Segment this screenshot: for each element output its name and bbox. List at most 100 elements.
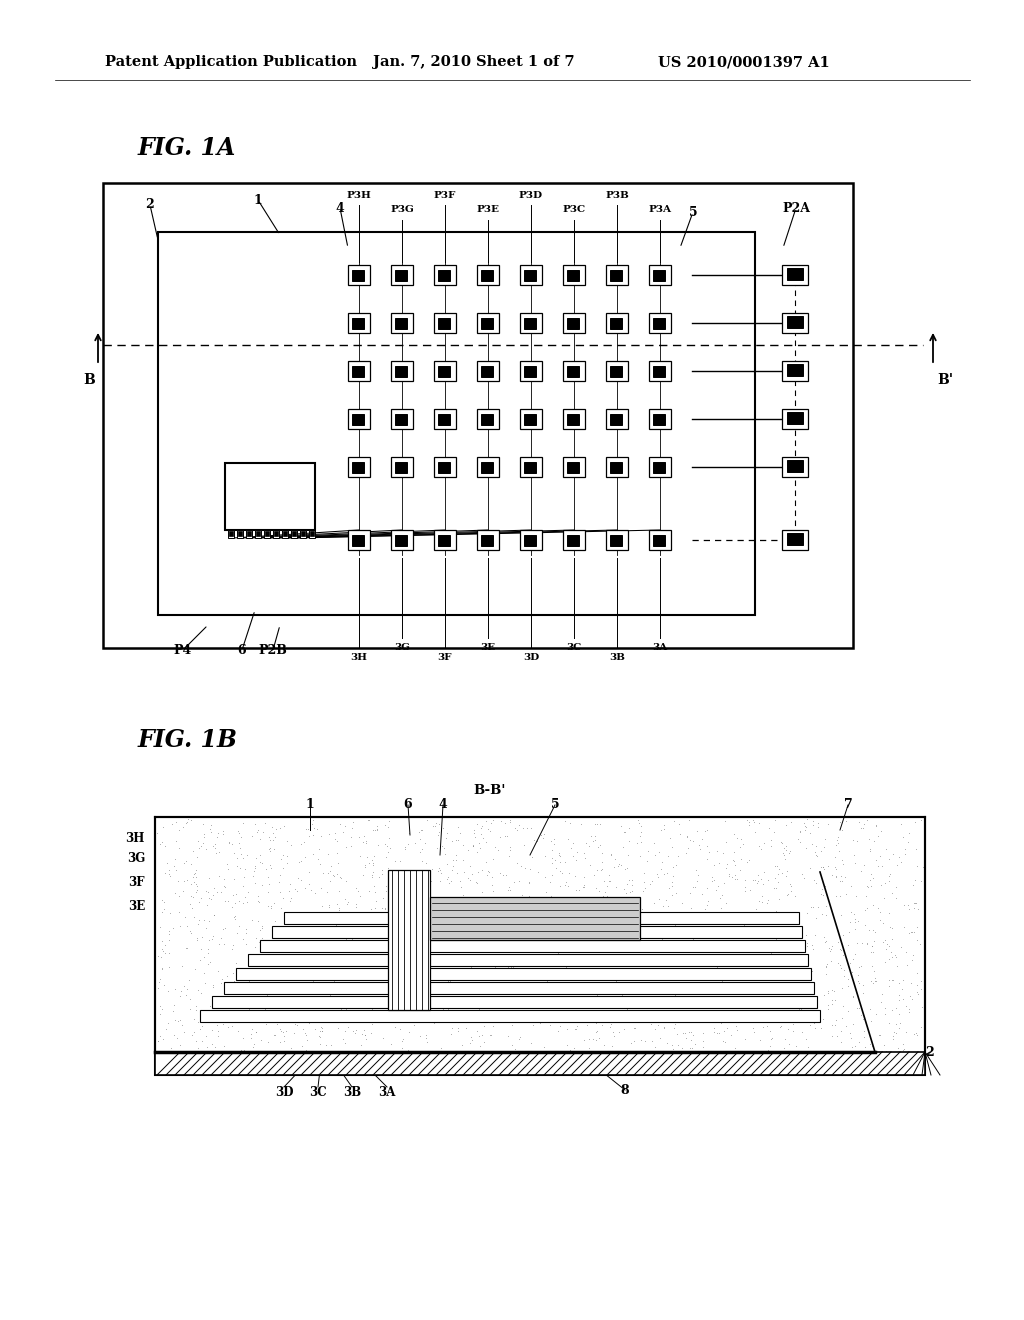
Point <box>643 1014 659 1035</box>
Point <box>504 915 520 936</box>
Point <box>272 995 289 1016</box>
Point <box>665 857 681 878</box>
Bar <box>610 271 622 281</box>
Point <box>500 989 516 1010</box>
Point <box>807 924 823 945</box>
Point <box>835 944 851 965</box>
Point <box>455 836 471 857</box>
Point <box>603 1014 620 1035</box>
Point <box>163 1038 179 1059</box>
Bar <box>348 313 370 333</box>
Point <box>884 969 900 990</box>
Point <box>782 981 799 1002</box>
Point <box>503 957 519 978</box>
Point <box>632 1051 648 1072</box>
Point <box>326 997 342 1018</box>
Point <box>672 1051 688 1072</box>
Point <box>261 829 278 850</box>
Point <box>543 830 559 851</box>
Point <box>447 979 464 1001</box>
Point <box>837 866 853 887</box>
Point <box>197 824 213 845</box>
Point <box>634 1043 650 1064</box>
Point <box>460 840 476 861</box>
Point <box>514 1051 530 1072</box>
Point <box>776 1038 793 1059</box>
Point <box>183 923 200 944</box>
Point <box>262 840 279 861</box>
Point <box>271 928 288 949</box>
Point <box>248 1022 264 1043</box>
Point <box>521 939 538 960</box>
Point <box>279 830 295 851</box>
Point <box>301 862 317 883</box>
Point <box>486 949 503 970</box>
Point <box>211 841 227 862</box>
Point <box>687 876 703 898</box>
Point <box>903 921 920 942</box>
Point <box>664 884 680 906</box>
Point <box>608 876 625 898</box>
Point <box>748 950 764 972</box>
Point <box>614 1061 631 1082</box>
Point <box>187 862 204 883</box>
Point <box>612 887 629 908</box>
Point <box>260 991 276 1012</box>
Text: FIG. 1A: FIG. 1A <box>138 136 237 160</box>
Point <box>635 935 651 956</box>
Point <box>167 979 183 1001</box>
Bar <box>265 531 269 536</box>
Point <box>482 887 499 908</box>
Point <box>907 870 924 891</box>
Point <box>866 830 883 851</box>
Point <box>696 1007 713 1028</box>
Point <box>651 932 668 953</box>
Point <box>560 875 577 896</box>
Point <box>262 898 279 919</box>
Point <box>760 1040 776 1061</box>
Point <box>739 989 756 1010</box>
Point <box>645 892 662 913</box>
Point <box>159 853 175 874</box>
Point <box>746 821 763 842</box>
Point <box>638 966 654 987</box>
Point <box>374 898 390 919</box>
Point <box>321 824 337 845</box>
Point <box>685 928 701 949</box>
Bar <box>348 531 370 550</box>
Bar <box>649 457 671 477</box>
Point <box>851 973 867 994</box>
Point <box>359 847 376 869</box>
Point <box>810 1048 826 1069</box>
Bar <box>395 414 407 425</box>
Point <box>471 952 487 973</box>
Point <box>633 832 649 853</box>
Point <box>357 833 374 854</box>
Point <box>267 919 284 940</box>
Point <box>341 932 357 953</box>
Point <box>492 950 508 972</box>
Point <box>757 932 773 953</box>
Point <box>402 859 419 880</box>
Point <box>834 871 850 892</box>
Bar <box>481 462 493 473</box>
Point <box>176 1022 193 1043</box>
Point <box>332 867 348 888</box>
Point <box>884 1063 900 1084</box>
Point <box>766 855 782 876</box>
Bar <box>395 366 407 378</box>
Point <box>878 873 894 894</box>
Point <box>826 990 843 1011</box>
Point <box>412 829 428 850</box>
Point <box>904 989 921 1010</box>
Point <box>771 859 787 880</box>
Point <box>414 985 430 1006</box>
Point <box>248 847 264 869</box>
Point <box>660 845 677 866</box>
Point <box>563 987 580 1008</box>
Text: 5: 5 <box>689 206 697 219</box>
Point <box>251 891 267 912</box>
Point <box>684 1051 700 1072</box>
Point <box>205 975 221 997</box>
Bar <box>477 457 499 477</box>
